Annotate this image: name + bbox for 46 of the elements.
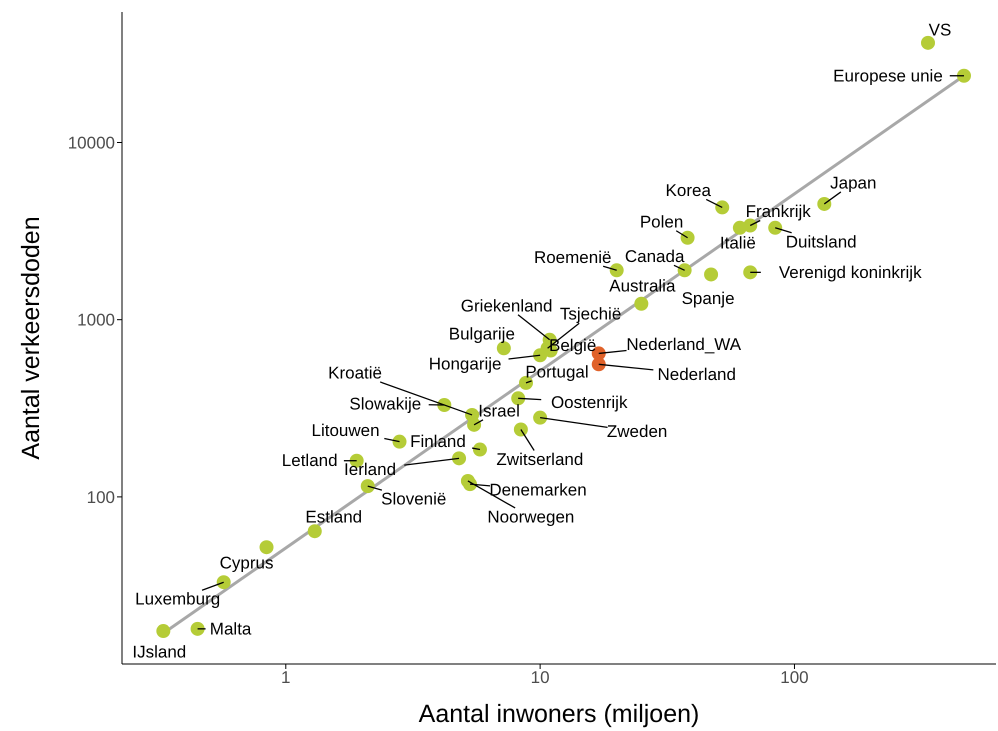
annotation: Letland: [282, 451, 338, 470]
annotation: Israel: [478, 401, 520, 420]
annotation: Bulgarije: [448, 324, 515, 344]
annotation: Oostenrijk: [550, 392, 628, 412]
annotation: Japan: [830, 173, 876, 192]
annotation: Ierland: [344, 460, 396, 479]
annotation: Zweden: [606, 422, 668, 442]
annotation: Portugal: [525, 362, 589, 382]
annotation: Griekenland: [460, 296, 552, 316]
annotation: Zwitserland: [496, 450, 584, 470]
annotation: Nederland_WA: [626, 334, 742, 354]
annotation: Spanje: [682, 288, 735, 308]
annotation: Slovenië: [381, 490, 446, 509]
annotation: Hongarije: [428, 354, 502, 374]
annotation: Italië: [720, 233, 756, 252]
annotation: Cyprus: [220, 554, 274, 573]
annotation: Frankrijk: [746, 202, 812, 222]
annotation: Slowakije: [349, 394, 422, 414]
annotation: VS: [928, 20, 952, 40]
annotation: Duitsland: [786, 232, 857, 252]
annotation: Canada: [624, 246, 685, 266]
annotation: Luxemburg: [135, 590, 220, 609]
y-tick-label: 10000: [68, 134, 115, 153]
annotation: Roemenië: [534, 248, 612, 267]
y-tick-label: 1000: [77, 310, 115, 330]
x-tick-label: 10: [530, 668, 550, 688]
annotation: Australia: [609, 276, 676, 296]
x-tick-label: 1: [281, 668, 291, 688]
annotation: Polen: [640, 212, 684, 232]
annotation: Kroatië: [328, 363, 382, 382]
annotation: Verenigd koninkrijk: [778, 262, 922, 282]
annotation: Denemarken: [489, 480, 587, 500]
annotation: Korea: [666, 180, 712, 200]
annotation: Europese unie: [833, 66, 943, 86]
y-axis-title: Aantal verkeersdoden: [16, 216, 45, 460]
annotation: Malta: [210, 619, 252, 638]
annotation: Nederland: [658, 364, 736, 384]
annotation: Finland: [410, 432, 466, 452]
annotation: IJsland: [132, 642, 186, 662]
x-tick-label: 100: [780, 668, 809, 688]
annotation: Tsjechië: [560, 304, 622, 324]
y-tick-label: 100: [86, 488, 115, 507]
annotation: Noorwegen: [487, 507, 574, 526]
annotation: Estland: [305, 508, 362, 527]
annotation: Litouwen: [311, 421, 380, 440]
x-axis-title: Aantal inwoners (miljoen): [418, 700, 700, 728]
